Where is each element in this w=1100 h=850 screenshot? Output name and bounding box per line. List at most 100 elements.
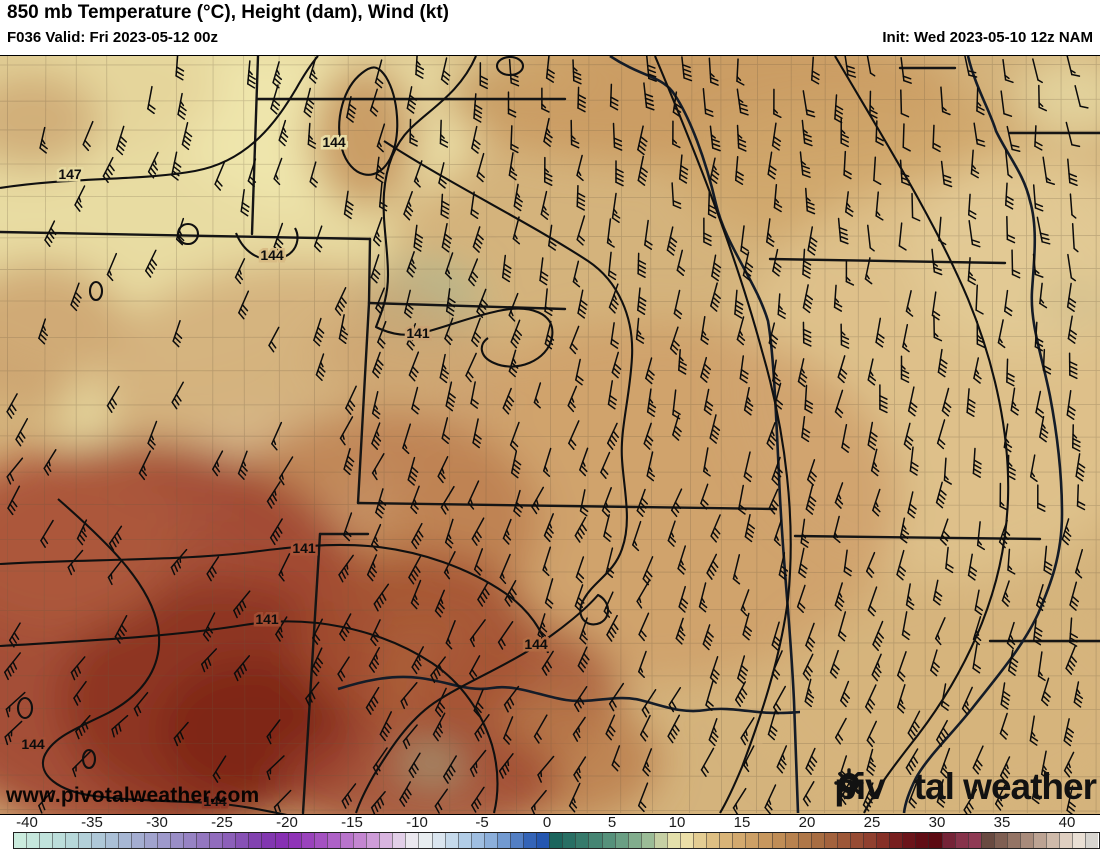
wind-barb xyxy=(764,784,777,814)
wind-barb xyxy=(268,326,280,353)
wind-barb xyxy=(967,257,977,286)
init-time-label: Init: Wed 2023-05-10 12z NAM xyxy=(882,29,1093,46)
wind-barb xyxy=(1074,85,1089,109)
colorbar-tick: 10 xyxy=(668,814,686,831)
state-border xyxy=(367,237,372,305)
wind-barb xyxy=(407,456,419,486)
colorbar-cell xyxy=(601,833,615,848)
wind-barb xyxy=(473,93,483,123)
valid-time-label: F036 Valid: Fri 2023-05-12 00z xyxy=(7,29,218,46)
wind-barb xyxy=(742,251,754,281)
wind-barb xyxy=(734,289,744,319)
wind-barb xyxy=(709,414,721,444)
wind-barb xyxy=(802,321,812,347)
colorbar-cell xyxy=(614,833,628,848)
colorbar-cell xyxy=(117,833,131,848)
wind-barb xyxy=(840,680,851,708)
wind-barb xyxy=(804,187,816,215)
wind-barb xyxy=(1007,548,1016,575)
wind-barb xyxy=(1040,750,1050,780)
colorbar-cell xyxy=(850,833,864,848)
wind-barb xyxy=(240,189,250,217)
colorbar-cell xyxy=(771,833,785,848)
wind-barb xyxy=(504,580,517,607)
wind-barb xyxy=(568,420,580,450)
wind-barb xyxy=(973,122,986,147)
wind-barb xyxy=(963,56,978,78)
wind-barb xyxy=(632,520,642,552)
wind-barb xyxy=(533,714,548,744)
wind-barb xyxy=(82,120,94,152)
wind-barb xyxy=(638,612,650,642)
colorbar-cell xyxy=(562,833,576,848)
wind-barb xyxy=(1002,59,1014,84)
wind-barb xyxy=(479,62,489,90)
wind-barb xyxy=(802,284,814,314)
colorbar-cell xyxy=(326,833,340,848)
wind-barb xyxy=(740,225,749,256)
colorbar-tick: 5 xyxy=(607,814,617,831)
colorbar-cell xyxy=(14,833,27,848)
river-line xyxy=(902,56,1064,814)
wind-barb xyxy=(909,446,919,476)
wind-barb xyxy=(802,653,814,681)
wind-barb xyxy=(278,456,294,486)
wind-barb xyxy=(43,449,57,476)
wind-barb xyxy=(507,91,517,118)
wind-barb xyxy=(870,448,880,477)
colorbar-cell xyxy=(78,833,92,848)
wind-barb xyxy=(896,684,906,714)
wind-barb xyxy=(973,357,982,384)
wind-barb xyxy=(15,418,29,447)
wind-barb xyxy=(441,417,451,445)
wind-barb xyxy=(643,82,655,111)
wind-barb xyxy=(573,756,587,783)
wind-barb xyxy=(404,289,414,319)
wind-barb xyxy=(1066,282,1077,312)
wind-barb xyxy=(703,388,714,416)
wind-barb xyxy=(6,393,18,419)
colorbar-tick: -25 xyxy=(211,814,233,831)
wind-barb xyxy=(1039,416,1049,443)
wind-barb xyxy=(577,289,588,319)
wind-barb xyxy=(976,521,986,551)
wind-barb xyxy=(214,160,226,191)
wind-barb xyxy=(997,319,1006,349)
wind-barb xyxy=(434,589,445,618)
wind-barb xyxy=(311,647,324,677)
map-area[interactable]: 147 144 144 141 141 141 144 144 144 www.pivotalw… xyxy=(0,55,1100,815)
wind-barb xyxy=(70,282,82,312)
wind-barb xyxy=(773,519,782,547)
wind-barb xyxy=(637,782,649,813)
wind-barb xyxy=(233,590,251,619)
wind-barb xyxy=(900,355,910,383)
wind-barb xyxy=(303,87,315,118)
closed-height-contour xyxy=(81,748,97,770)
wind-barb xyxy=(798,547,808,579)
wind-barb xyxy=(702,88,714,117)
wind-barb xyxy=(346,95,357,123)
wind-barb xyxy=(343,190,354,220)
wind-barb xyxy=(472,418,482,449)
wind-barb xyxy=(440,485,455,515)
colorbar-cell xyxy=(300,833,314,848)
wind-barb xyxy=(533,382,542,409)
colorbar-tick: 40 xyxy=(1058,814,1076,831)
wind-barb xyxy=(1065,56,1081,77)
wind-barb xyxy=(177,92,187,120)
wind-barb xyxy=(768,322,779,349)
wind-barb xyxy=(467,480,480,510)
closed-height-contour xyxy=(176,222,200,246)
wind-barb xyxy=(469,749,487,778)
wind-barb xyxy=(1069,581,1080,611)
wind-barb xyxy=(843,150,852,180)
wind-barb xyxy=(273,222,284,253)
colorbar-cell xyxy=(470,833,484,848)
colorbar-cell xyxy=(640,833,654,848)
wind-barb xyxy=(804,678,815,708)
wind-barb xyxy=(44,220,57,247)
wind-barb xyxy=(444,317,454,346)
wind-barb xyxy=(377,320,387,349)
wind-barb xyxy=(943,457,952,485)
wind-barb xyxy=(469,655,481,681)
